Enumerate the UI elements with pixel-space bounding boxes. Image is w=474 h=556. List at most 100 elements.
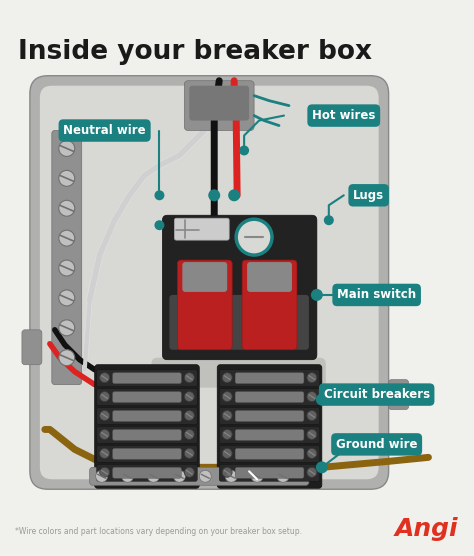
FancyBboxPatch shape: [242, 260, 297, 350]
FancyBboxPatch shape: [113, 391, 182, 403]
FancyBboxPatch shape: [113, 429, 182, 440]
Circle shape: [324, 215, 334, 225]
FancyBboxPatch shape: [182, 262, 227, 292]
FancyBboxPatch shape: [177, 260, 232, 350]
FancyBboxPatch shape: [22, 330, 42, 365]
FancyBboxPatch shape: [235, 410, 304, 421]
FancyBboxPatch shape: [219, 408, 320, 424]
FancyBboxPatch shape: [113, 410, 182, 421]
Circle shape: [59, 141, 75, 156]
FancyBboxPatch shape: [219, 464, 320, 481]
Circle shape: [184, 373, 194, 383]
Circle shape: [184, 448, 194, 458]
Circle shape: [277, 470, 289, 482]
FancyBboxPatch shape: [235, 448, 304, 459]
Circle shape: [184, 468, 194, 477]
Circle shape: [317, 395, 327, 405]
Circle shape: [228, 190, 240, 201]
Circle shape: [173, 470, 185, 482]
FancyBboxPatch shape: [219, 426, 320, 443]
Circle shape: [307, 410, 317, 420]
Circle shape: [222, 448, 232, 458]
FancyBboxPatch shape: [30, 76, 389, 489]
Circle shape: [316, 394, 328, 405]
FancyBboxPatch shape: [389, 380, 409, 410]
Text: Hot wires: Hot wires: [312, 109, 375, 122]
Circle shape: [222, 373, 232, 383]
Circle shape: [155, 190, 164, 200]
FancyBboxPatch shape: [219, 370, 320, 386]
Circle shape: [155, 220, 164, 230]
FancyBboxPatch shape: [90, 468, 309, 485]
FancyBboxPatch shape: [97, 426, 197, 443]
Text: Lugs: Lugs: [353, 189, 384, 202]
FancyBboxPatch shape: [113, 468, 182, 478]
Circle shape: [239, 146, 249, 156]
FancyBboxPatch shape: [219, 389, 320, 405]
FancyBboxPatch shape: [97, 370, 197, 386]
Text: Main switch: Main switch: [337, 289, 416, 301]
FancyBboxPatch shape: [235, 468, 304, 478]
Circle shape: [59, 170, 75, 186]
Circle shape: [100, 429, 109, 439]
Circle shape: [59, 350, 75, 366]
FancyBboxPatch shape: [174, 218, 229, 240]
Circle shape: [251, 470, 263, 482]
FancyBboxPatch shape: [163, 215, 317, 360]
Circle shape: [311, 289, 323, 301]
Text: Ground wire: Ground wire: [336, 438, 418, 451]
Circle shape: [100, 468, 109, 477]
FancyBboxPatch shape: [113, 448, 182, 459]
Circle shape: [59, 320, 75, 336]
Circle shape: [96, 470, 108, 482]
Text: Circuit breakers: Circuit breakers: [324, 388, 430, 401]
Circle shape: [184, 391, 194, 401]
Circle shape: [307, 468, 317, 477]
Circle shape: [312, 290, 322, 300]
Circle shape: [184, 429, 194, 439]
Circle shape: [59, 290, 75, 306]
Text: *Wire colors and part locations vary depending on your breaker box setup.: *Wire colors and part locations vary dep…: [15, 527, 302, 535]
FancyBboxPatch shape: [40, 86, 379, 479]
FancyBboxPatch shape: [95, 365, 199, 488]
Circle shape: [184, 410, 194, 420]
FancyBboxPatch shape: [97, 408, 197, 424]
Circle shape: [100, 391, 109, 401]
Circle shape: [121, 470, 134, 482]
Circle shape: [307, 373, 317, 383]
FancyBboxPatch shape: [97, 389, 197, 405]
Circle shape: [307, 391, 317, 401]
FancyBboxPatch shape: [169, 295, 309, 350]
Circle shape: [236, 219, 272, 255]
FancyBboxPatch shape: [247, 262, 292, 292]
Circle shape: [199, 470, 211, 482]
Circle shape: [100, 373, 109, 383]
Circle shape: [225, 470, 237, 482]
Text: Neutral wire: Neutral wire: [64, 124, 146, 137]
FancyBboxPatch shape: [235, 391, 304, 403]
FancyBboxPatch shape: [184, 81, 254, 131]
FancyBboxPatch shape: [189, 86, 249, 121]
Circle shape: [208, 190, 220, 201]
Circle shape: [307, 448, 317, 458]
Text: Inside your breaker box: Inside your breaker box: [18, 39, 372, 65]
FancyBboxPatch shape: [217, 365, 322, 488]
Circle shape: [222, 468, 232, 477]
Circle shape: [100, 448, 109, 458]
FancyBboxPatch shape: [152, 358, 326, 388]
FancyBboxPatch shape: [113, 373, 182, 384]
FancyBboxPatch shape: [219, 445, 320, 463]
FancyBboxPatch shape: [52, 131, 82, 385]
FancyBboxPatch shape: [235, 373, 304, 384]
Circle shape: [100, 410, 109, 420]
Circle shape: [59, 200, 75, 216]
Circle shape: [59, 260, 75, 276]
Circle shape: [222, 391, 232, 401]
Text: Angi: Angi: [395, 517, 458, 541]
FancyBboxPatch shape: [97, 445, 197, 463]
FancyBboxPatch shape: [97, 464, 197, 481]
Circle shape: [307, 429, 317, 439]
Circle shape: [147, 470, 159, 482]
Circle shape: [317, 463, 327, 472]
Circle shape: [59, 230, 75, 246]
